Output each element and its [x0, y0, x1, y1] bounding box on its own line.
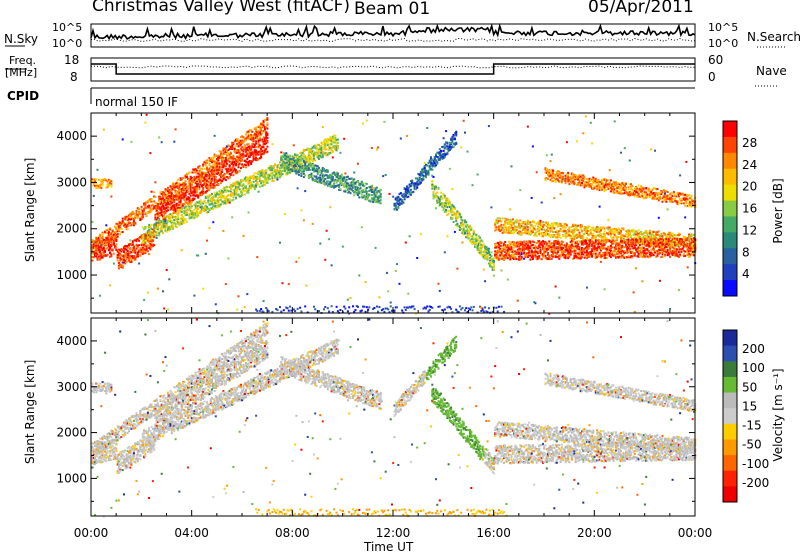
velocity-panel-cells [91, 318, 697, 518]
velocity-colorbar-swatch [723, 392, 737, 409]
power-colorbar-tick-label: 4 [742, 267, 750, 281]
freq-line [91, 63, 695, 75]
power-colorbar-tick-label: 8 [742, 245, 750, 259]
power-colorbar-tick-label: 16 [742, 202, 757, 216]
nsearch-label: N.Search [747, 30, 800, 44]
velocity-colorbar-swatch [723, 330, 737, 347]
power-colorbar-swatch [723, 232, 737, 249]
velocity-panel-ytick-label: 4000 [56, 334, 87, 348]
velocity-colorbar-swatch [723, 470, 737, 487]
power-colorbar-tick-label: 20 [742, 180, 757, 194]
power-colorbar-swatch [723, 248, 737, 265]
velocity-colorbar-swatch [723, 423, 737, 440]
velocity-colorbar-tick-label: -15 [742, 419, 762, 433]
power-colorbar-swatch [723, 152, 737, 170]
power-colorbar-tick-label: 24 [742, 158, 757, 172]
velocity-colorbar-frame [722, 329, 738, 503]
x-tick-label: 08:00 [275, 526, 310, 540]
x-tick-label: 00:00 [74, 526, 109, 540]
velocity-colorbar-swatch [723, 408, 737, 425]
nave-label: Nave [756, 64, 787, 78]
x-tick-label: 04:00 [174, 526, 209, 540]
power-panel-cells [91, 113, 697, 315]
freq-tick-hi: 18 [64, 53, 80, 67]
freq-unit-label: [MHz] [5, 66, 38, 79]
nave-tick-lo: 0 [708, 70, 716, 84]
power-panel-ytick-label: 3000 [56, 175, 87, 189]
velocity-colorbar-tick-label: 200 [742, 342, 765, 356]
x-tick-label: 16:00 [476, 526, 511, 540]
power-colorbar-swatch [723, 168, 737, 186]
power-colorbar-tick-label: 28 [742, 136, 757, 150]
power-colorbar-swatch [723, 184, 737, 202]
noise-tick-lo-right: 10^0 [708, 37, 739, 50]
cpid-value: normal 150 IF [95, 95, 179, 109]
power-colorbar-swatch [723, 200, 737, 217]
x-tick-label: 00:00 [678, 526, 713, 540]
noise-tick-lo-left: 10^0 [52, 37, 83, 50]
velocity-colorbar-tick-label: -200 [742, 476, 769, 490]
nave-tick-hi: 60 [708, 53, 724, 67]
date-label: 05/Apr/2011 [588, 0, 694, 17]
velocity-colorbar-swatch [723, 439, 737, 456]
power-panel-ytick-label: 2000 [56, 222, 87, 236]
velocity-colorbar-tick-label: -100 [742, 457, 769, 471]
power-panel-ytick-label: 1000 [56, 268, 87, 282]
noise-tick-hi-right: 10^5 [708, 21, 739, 34]
noise-tick-hi-left: 10^5 [52, 21, 83, 34]
freq-tick-lo: 8 [70, 70, 78, 84]
velocity-colorbar-swatch [723, 361, 737, 378]
velocity-colorbar-swatch [723, 345, 737, 362]
freq-label: Freq. [9, 54, 37, 67]
noise-search-line [90, 37, 696, 42]
velocity-panel-ytick-label: 1000 [56, 471, 87, 485]
power-colorbar-swatch [723, 280, 737, 297]
velocity-colorbar-swatch [723, 455, 737, 472]
power-colorbar-tick-label: 12 [742, 223, 757, 237]
power-panel-bg [91, 113, 695, 313]
power-colorbar-swatch [723, 121, 737, 138]
power-panel-ytick-label: 4000 [56, 129, 87, 143]
cpid-label: CPID [7, 89, 40, 103]
beam-label: Beam 01 [354, 0, 431, 19]
power-colorbar-frame [722, 120, 738, 297]
power-colorbar-swatch [723, 136, 737, 154]
velocity-colorbar-tick-label: -50 [742, 438, 762, 452]
velocity-colorbar-tick-label: 50 [742, 380, 757, 394]
power-colorbar-swatch [723, 216, 737, 233]
velocity-panel-ytick-label: 2000 [56, 426, 87, 440]
nave-line [90, 65, 696, 69]
velocity-colorbar-tick-label: 15 [742, 399, 757, 413]
station-title: Christmas Valley West (fitACF) [92, 0, 351, 16]
velocity-panel-ytick-label: 3000 [56, 380, 87, 394]
nsky-label: N.Sky [4, 32, 39, 46]
x-axis-label: Time UT [364, 540, 414, 554]
velocity-colorbar-tick-label: 100 [742, 361, 765, 375]
velocity-colorbar-swatch [723, 376, 737, 394]
freq-panel [90, 57, 696, 82]
power-colorbar-swatch [723, 264, 737, 281]
x-tick-label: 20:00 [577, 526, 612, 540]
velocity-colorbar-swatch [723, 486, 737, 503]
noise-sky-line [90, 22, 696, 41]
x-tick-label: 12:00 [376, 526, 411, 540]
